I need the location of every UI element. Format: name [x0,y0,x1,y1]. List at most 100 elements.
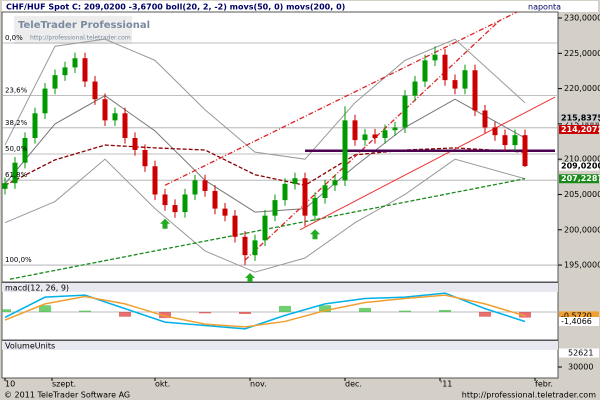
candle-body [392,127,398,131]
y-tick-label: 220,0000 [564,84,600,93]
header-bar [2,1,598,12]
x-tick-label: '11 [440,380,452,389]
overlay-line [9,178,526,280]
candle-body [282,183,288,201]
candle-body [2,183,8,189]
copyright: © 2011 TeleTrader Software AG [4,391,130,400]
candle-body [102,99,108,121]
logo-box [14,16,132,44]
x-tick-label: okt. [155,380,170,389]
macd-histogram [519,312,531,318]
fib-label: 61,8% [5,171,28,179]
macd-histogram [199,312,211,314]
price-panel [1,11,559,283]
y-tick-label: 205,0000 [564,190,600,199]
price-marker-label: 209,0200 [561,162,600,171]
macd-marker-label: -0,5720 [561,311,592,320]
y-tick-label: 195,0000 [564,261,600,270]
candle-body [202,180,208,191]
candle-body [462,70,468,89]
axes: 195,0000 200,0000 205,0000 210,0000 215,0000… [4,14,600,389]
macd-histogram [159,312,171,319]
candle-body [522,135,528,167]
candle-body [172,205,178,213]
macd-marker [559,311,599,321]
candle-body [402,95,408,128]
macd-histogram [2,309,11,312]
x-tick-label: 10 [5,380,15,389]
price-marker [559,124,599,134]
macd-histogram [479,312,491,317]
candle-body [112,113,118,121]
macd-histogram [359,307,371,312]
macd-histogram [399,310,411,312]
price-marker-label: 215,8375 [561,113,600,122]
candle-body [252,240,258,256]
candle-body [62,67,68,76]
fib-label: 100,0% [5,256,32,264]
volume-header [2,341,558,350]
macd-histogram [439,309,451,312]
overlay-line [244,19,501,261]
candle-body [512,135,518,146]
overlay-line [299,96,556,231]
candle-body [292,178,298,184]
y-tick-label: 215,0000 [564,119,600,128]
y-tick-label: 210,0000 [564,155,600,164]
candle-body [42,88,48,114]
fib-label: 38,2% [5,119,28,127]
macd-title: macd(12, 26, 9) [5,284,69,293]
macd-marker-label: -1,4066 [561,317,592,326]
candle-body [502,135,508,146]
candle-body [72,58,78,68]
macd-histogram [119,312,131,317]
candle-body [302,178,308,216]
macd-plot [2,292,558,330]
buy-signal [310,229,320,240]
volume-marker [559,348,599,358]
x-tick-label: nov. [250,380,267,389]
candle-body [152,166,158,195]
x-tick-label: szept. [52,380,76,389]
fib-label: 50,0% [5,145,28,153]
price-marker [559,113,599,123]
candle-body [142,150,148,167]
period: naponta [528,3,561,12]
price-marker [559,161,599,171]
chart-title: CHF/HUF Spot C: 209,0200 -3,6700 boll(20… [6,3,345,12]
macd-histogram [79,310,91,312]
candle-body [382,130,388,138]
macd-histogram [239,312,251,315]
x-tick-label: febr. [535,380,553,389]
candle-body [212,190,218,209]
candle-body [272,200,278,216]
buy-signal [245,273,255,282]
overlay-line [4,158,526,273]
candle-body [372,134,378,138]
volume-tick-label: 30000 [568,362,593,371]
candle-body [412,81,418,96]
candle-body [242,236,248,256]
candle-body [322,185,328,198]
candle-body [482,110,488,128]
macd-header [2,283,558,292]
price-marker-label: 214,2072 [561,125,600,134]
logo-url: http://professional.teletrader.com [30,35,131,42]
candle-body [22,138,28,163]
candle-body [362,134,368,141]
fib-label: 23,6% [5,86,28,94]
volume-marker-label: 52621 [568,348,593,357]
candle-body [182,194,188,213]
logo: TeleTrader Professional [18,20,150,31]
candle-body [82,58,88,82]
candle-body [12,162,18,184]
candle-body [192,180,198,195]
candle-body [442,54,448,81]
y-tick-label: 200,0000 [564,225,600,234]
macd-histogram [279,305,291,312]
overlay-line [4,38,526,160]
candle-body [332,180,338,186]
candle-body [352,120,358,141]
x-tick-label: dec. [345,380,362,389]
candle-body [52,75,58,89]
